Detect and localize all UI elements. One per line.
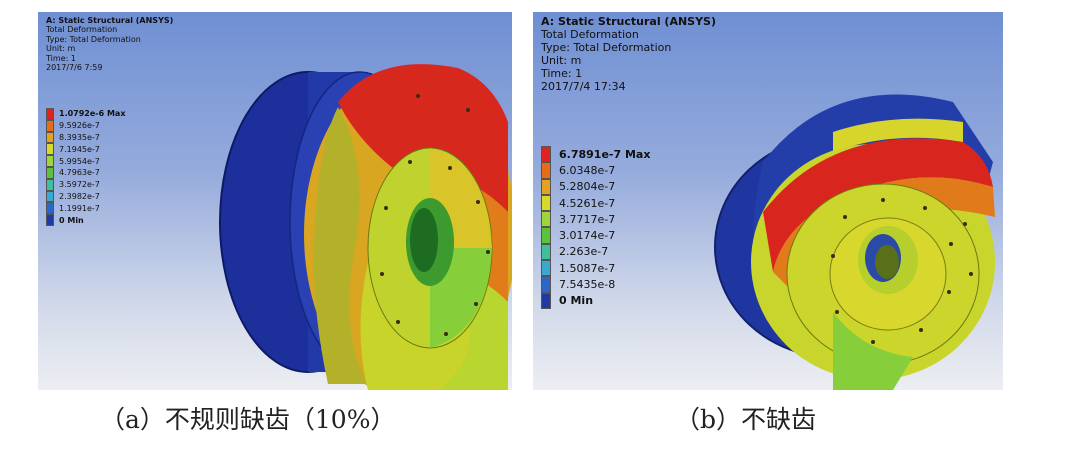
legend-entry: 1.1991e-7: [46, 202, 126, 215]
legend-label: 6.7891e-7 Max: [559, 147, 651, 161]
legend-entry: 3.0174e-7: [541, 227, 650, 244]
result-date: 2017/7/4 17:34: [541, 79, 626, 93]
legend-label: 0 Min: [59, 215, 84, 225]
legend-entry: 9.5926e-7: [46, 119, 126, 132]
legend-entry: 6.0348e-7: [541, 162, 650, 179]
legend-entry: 1.0792e-6 Max: [46, 108, 126, 120]
gear-model-b: [714, 94, 995, 390]
legend-swatch: [46, 202, 54, 215]
legend-entry: 7.1945e-7: [46, 143, 126, 156]
legend-entry: 2.263e-7: [541, 243, 650, 261]
legend-label: 6.0348e-7: [559, 163, 616, 177]
legend-swatch: [541, 276, 551, 293]
caption-a: （a）不规则缺齿（10%）: [100, 405, 396, 434]
result-name: Total Deformation: [541, 27, 639, 41]
legend-swatch: [46, 143, 54, 156]
result-date: 2017/7/6 7:59: [46, 63, 103, 73]
legend-entry: 4.7963e-7: [46, 166, 126, 179]
legend-entry: 0 Min: [46, 214, 126, 226]
result-unit: Unit: m: [46, 44, 76, 54]
analysis-title: A: Static Structural (ANSYS): [541, 15, 717, 28]
legend-label: 1.0792e-6 Max: [59, 109, 126, 119]
legend-entry: 6.7891e-7 Max: [541, 146, 651, 163]
legend-swatch: [46, 155, 54, 167]
contour-legend-a: 1.0792e-6 Max 9.5926e-7 8.3935e-7 7.1945e-7…: [46, 108, 126, 226]
contour-legend-b: 6.7891e-7 Max 6.0348e-7 5.2804e-7 4.5261e-7…: [541, 146, 650, 309]
legend-swatch: [541, 211, 551, 228]
legend-label: 7.1945e-7: [59, 144, 100, 154]
legend-swatch: [541, 162, 551, 179]
legend-swatch: [541, 227, 551, 244]
legend-label: 5.9954e-7: [59, 156, 100, 166]
legend-label: 3.5972e-7: [59, 180, 100, 190]
legend-swatch: [541, 260, 551, 277]
legend-swatch: [541, 243, 551, 261]
analysis-title: A: Static Structural (ANSYS): [46, 16, 174, 25]
legend-entry: 1.5087e-7: [541, 260, 650, 277]
legend-swatch: [541, 194, 551, 212]
legend-swatch: [46, 131, 54, 144]
legend-label: 2.3982e-7: [59, 191, 100, 201]
result-type: Type: Total Deformation: [541, 40, 672, 54]
result-unit: Unit: m: [541, 53, 582, 67]
legend-swatch: [46, 190, 54, 203]
legend-label: 5.2804e-7: [559, 180, 616, 194]
legend-entry: 4.5261e-7: [541, 194, 650, 212]
caption-b: （b）不缺齿: [675, 405, 817, 434]
legend-entry: 2.3982e-7: [46, 190, 126, 203]
legend-swatch: [46, 178, 54, 191]
legend-swatch: [46, 166, 54, 179]
legend-entry: 0 Min: [541, 292, 650, 309]
legend-label: 3.7717e-7: [559, 212, 616, 226]
legend-label: 1.5087e-7: [559, 261, 616, 275]
legend-swatch: [46, 214, 54, 226]
legend-label: 4.7963e-7: [59, 168, 100, 178]
result-header-b: A: Static Structural (ANSYS) Total Defor…: [541, 15, 717, 94]
legend-entry: 5.2804e-7: [541, 178, 650, 195]
legend-entry: 5.9954e-7: [46, 155, 126, 167]
result-header-a: A: Static Structural (ANSYS) Total Defor…: [46, 16, 173, 73]
legend-swatch: [46, 119, 54, 132]
legend-label: 1.1991e-7: [59, 203, 100, 213]
deformation-panel-a: A: Static Structural (ANSYS) Total Defor…: [38, 12, 512, 390]
legend-entry: 7.5435e-8: [541, 276, 650, 293]
legend-entry: 3.5972e-7: [46, 178, 126, 191]
result-name: Total Deformation: [46, 25, 118, 35]
legend-entry: 8.3935e-7: [46, 131, 126, 144]
legend-label: 8.3935e-7: [59, 132, 100, 142]
deformation-panel-b: A: Static Structural (ANSYS) Total Defor…: [533, 12, 1003, 390]
legend-label: 9.5926e-7: [59, 121, 100, 131]
result-time: Time: 1: [46, 53, 76, 63]
legend-swatch: [541, 292, 551, 309]
result-time: Time: 1: [541, 66, 583, 80]
legend-label: 0 Min: [559, 294, 594, 308]
legend-label: 2.263e-7: [559, 245, 609, 259]
result-type: Type: Total Deformation: [46, 34, 141, 44]
gear-model-a: [219, 64, 512, 390]
legend-swatch: [541, 178, 551, 195]
legend-swatch: [46, 108, 54, 120]
legend-label: 4.5261e-7: [559, 196, 616, 210]
legend-label: 3.0174e-7: [559, 229, 616, 243]
legend-entry: 3.7717e-7: [541, 211, 650, 228]
legend-swatch: [541, 146, 551, 163]
legend-label: 7.5435e-8: [559, 278, 616, 292]
